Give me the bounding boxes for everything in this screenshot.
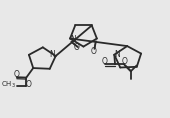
Text: O: O (73, 43, 79, 52)
Text: O: O (122, 57, 127, 66)
Text: O: O (26, 80, 32, 89)
Text: O: O (13, 70, 19, 79)
Text: O: O (91, 47, 97, 57)
Text: N: N (114, 50, 120, 59)
Text: N: N (70, 35, 76, 44)
Text: N: N (49, 50, 55, 59)
Text: O: O (102, 57, 108, 66)
Text: $\mathregular{CH_3}$: $\mathregular{CH_3}$ (1, 80, 16, 90)
